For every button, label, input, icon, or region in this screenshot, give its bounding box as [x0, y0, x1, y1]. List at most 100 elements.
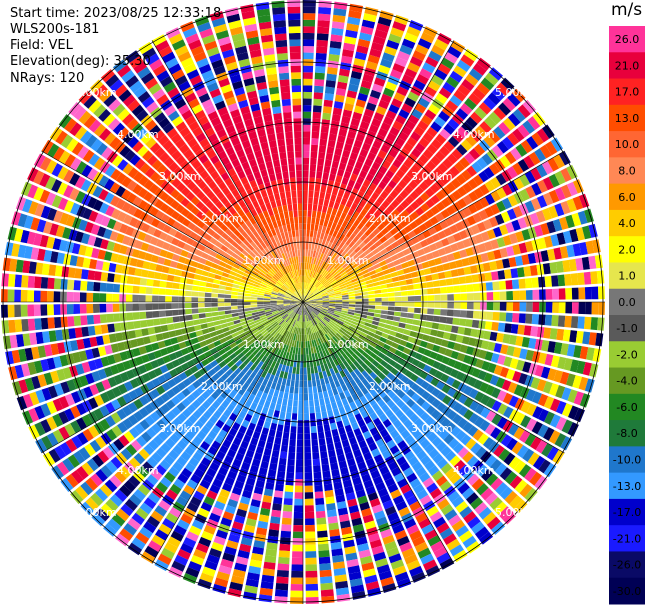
ray-gate	[315, 303, 323, 305]
ray-gate	[434, 240, 444, 249]
ray-gate	[303, 296, 308, 302]
ray-gate	[420, 308, 428, 314]
ray-gate	[338, 128, 348, 137]
ray-gate	[511, 441, 524, 455]
ray-gate	[432, 344, 441, 353]
ray-gate	[304, 511, 315, 519]
ray-gate	[316, 171, 323, 179]
ray-gate	[482, 219, 493, 230]
ray-gate	[361, 305, 369, 309]
ray-gate	[385, 222, 395, 231]
ray-gate	[337, 330, 344, 337]
ray-gate	[376, 271, 384, 277]
ray-gate	[303, 300, 310, 302]
ray-gate	[184, 290, 192, 297]
ray-gate	[303, 177, 309, 184]
ray-gate	[408, 180, 418, 190]
ray-gate	[401, 125, 413, 136]
ray-gate	[472, 62, 487, 76]
ray-gate	[434, 68, 448, 81]
ray-gate	[452, 413, 463, 425]
ray-gate	[381, 199, 390, 209]
ray-gate	[496, 140, 509, 154]
ray-gate	[311, 243, 315, 251]
ray-gate	[527, 226, 538, 239]
ray-gate	[502, 235, 512, 246]
ray-gate	[532, 406, 543, 420]
ray-gate	[292, 366, 297, 374]
ray-gate	[309, 303, 316, 306]
ray-gate	[353, 227, 361, 236]
ray-gate	[211, 307, 219, 312]
ray-gate	[472, 429, 484, 441]
ray-gate	[484, 241, 493, 251]
ray-gate	[332, 237, 339, 245]
ray-gate	[327, 310, 335, 314]
ray-gate	[564, 273, 572, 286]
ray-gate	[445, 100, 459, 112]
ray-gate	[500, 344, 509, 355]
ray-gate	[385, 244, 394, 252]
ray-gate	[312, 288, 318, 294]
ray-gate	[566, 244, 575, 258]
ray-gate	[386, 132, 397, 142]
ray-gate	[462, 451, 474, 463]
ray-gate	[307, 306, 313, 312]
ray-gate	[369, 215, 377, 224]
ray-gate	[303, 157, 310, 165]
ray-gate	[211, 298, 218, 302]
ray-gate	[425, 321, 433, 329]
ray-gate	[296, 439, 303, 447]
ray-gate	[165, 281, 174, 289]
ray-gate	[485, 384, 495, 396]
ray-gate	[371, 359, 380, 368]
ray-gate	[308, 386, 313, 394]
ray-gate	[305, 334, 308, 342]
ray-gate	[377, 352, 386, 360]
ray-gate	[231, 287, 239, 292]
ray-gate	[552, 449, 565, 465]
ray-gate	[423, 364, 432, 374]
ray-gate	[307, 380, 312, 388]
ray-gate	[553, 369, 564, 383]
ray-gate	[439, 145, 451, 157]
ray-gate	[427, 295, 435, 301]
ray-gate	[94, 271, 102, 281]
ray-gate	[512, 128, 525, 142]
ray-gate	[356, 259, 364, 266]
ray-gate	[477, 433, 489, 445]
ray-gate	[501, 169, 513, 182]
ray-gate	[313, 309, 319, 315]
ray-gate	[316, 244, 321, 252]
ray-gate	[360, 25, 374, 35]
ray-gate	[330, 194, 337, 202]
ray-gate	[467, 256, 477, 265]
ray-gate	[440, 339, 449, 348]
ray-gate	[406, 26, 421, 38]
ray-gate	[303, 203, 308, 211]
ray-gate	[388, 266, 397, 273]
ray-gate	[314, 272, 320, 280]
ray-gate	[355, 133, 365, 143]
ray-gate	[244, 305, 251, 309]
ray-gate	[379, 336, 387, 343]
ray-gate	[231, 309, 239, 314]
ray-gate	[480, 252, 489, 263]
ray-gate	[369, 89, 382, 100]
ray-gate	[276, 397, 283, 405]
ray-gate	[305, 524, 316, 532]
ray-gate	[328, 295, 336, 298]
ray-gate	[356, 45, 369, 55]
ray-gate	[294, 492, 303, 499]
ray-gate	[425, 209, 435, 219]
ray-gate	[414, 307, 422, 314]
ray-gate	[278, 550, 290, 558]
ray-gate	[482, 437, 495, 450]
ray-gate	[560, 184, 572, 199]
ray-gate	[343, 102, 354, 112]
ray-gate	[372, 317, 381, 322]
ray-gate	[446, 253, 455, 262]
ray-gate	[414, 185, 424, 196]
ray-gate	[369, 146, 380, 156]
ray-gate	[474, 125, 487, 138]
